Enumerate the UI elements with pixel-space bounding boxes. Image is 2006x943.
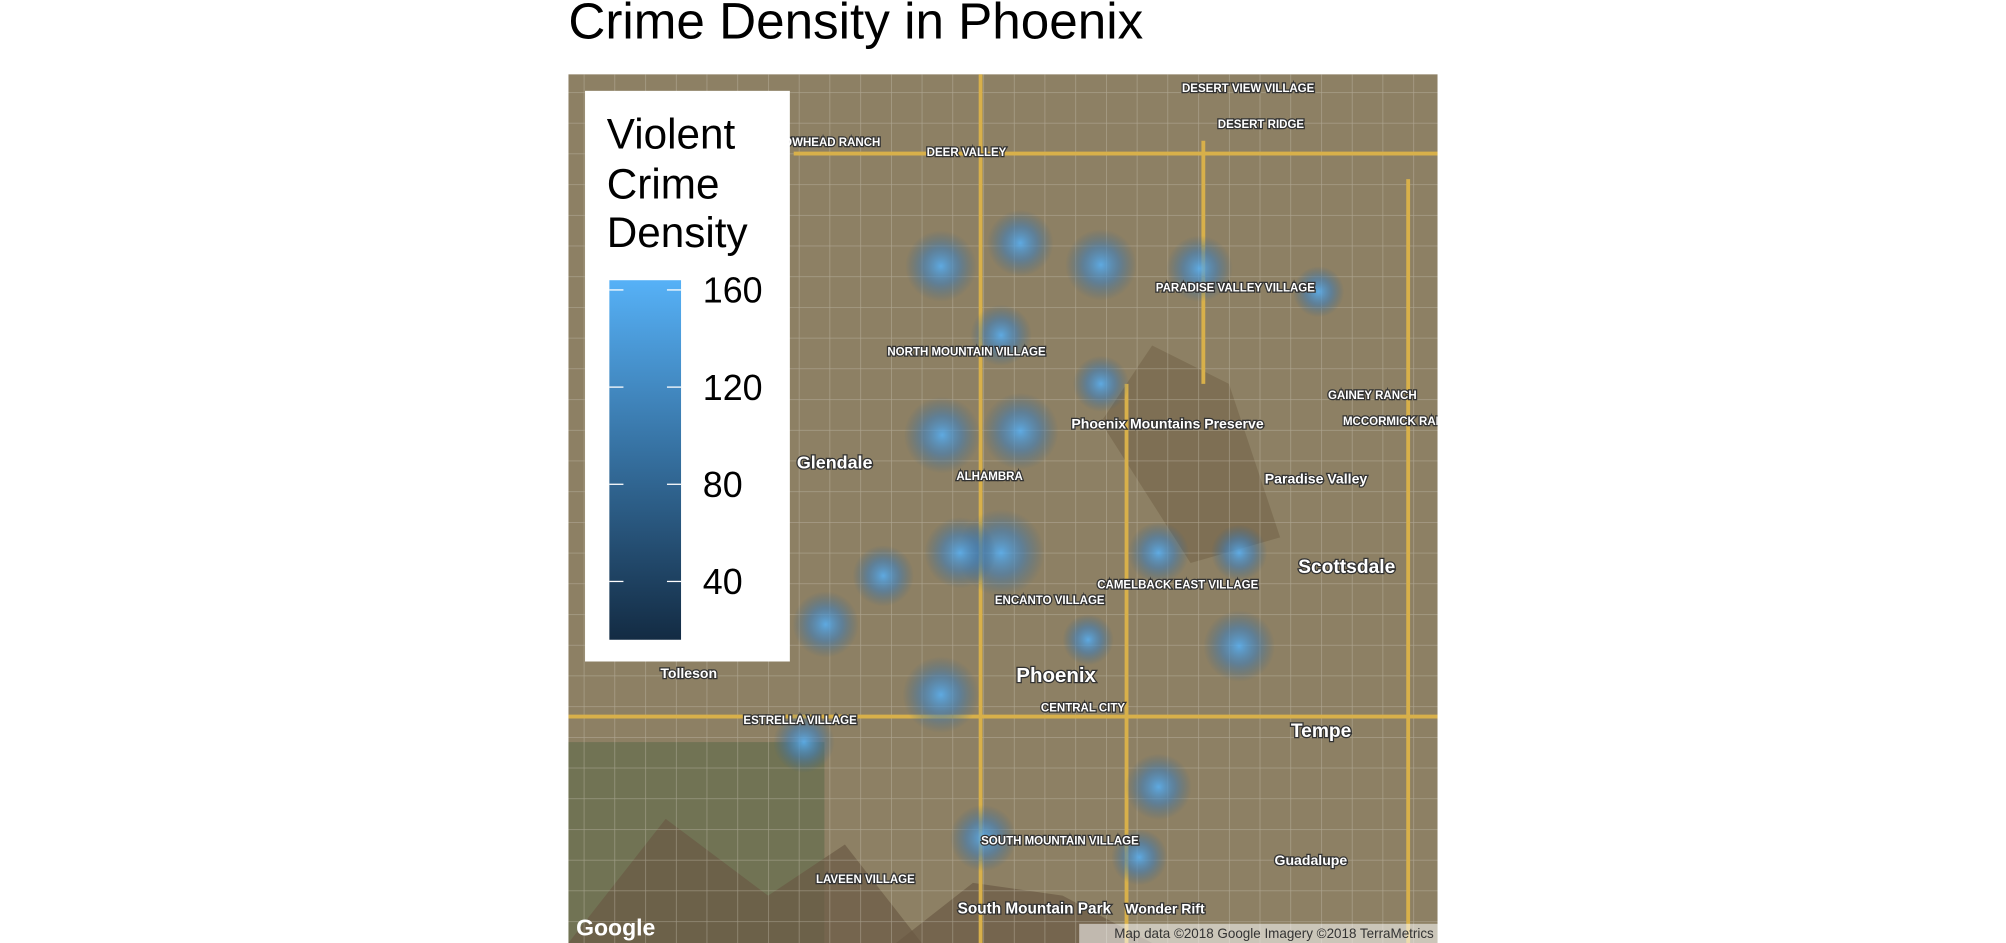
density-blob: [903, 396, 981, 474]
place-label: ALHAMBRA: [956, 471, 1022, 483]
google-logo: Google: [576, 914, 655, 940]
place-label: DESERT VIEW VILLAGE: [1182, 83, 1315, 95]
density-blob: [773, 711, 835, 773]
density-blob: [949, 804, 1017, 872]
place-label: SOUTH MOUNTAIN VILLAGE: [981, 835, 1139, 847]
attribution: Map data ©2018 Google Imagery ©2018 Terr…: [1114, 926, 1434, 941]
density-blob: [981, 392, 1059, 470]
density-blob: [1203, 610, 1276, 682]
place-label: Phoenix: [1016, 664, 1096, 687]
density-blob: [970, 304, 1032, 366]
density-blob: [986, 209, 1054, 277]
density-blob: [1072, 355, 1130, 413]
place-label: Scottsdale: [1298, 557, 1395, 578]
place-label: Guadalupe: [1275, 852, 1348, 868]
density-blob: [924, 516, 996, 589]
colorbar-tick-label: 160: [703, 271, 763, 311]
density-blob: [852, 545, 915, 607]
density-blob: [1211, 524, 1268, 581]
place-label: GAINEY RANCH: [1328, 390, 1417, 402]
place-label: Paradise Valley: [1265, 471, 1368, 487]
colorbar: [609, 280, 682, 640]
place-label: Phoenix Mountains Preserve: [1071, 416, 1263, 432]
density-blob: [792, 591, 859, 658]
place-label: Tempe: [1291, 721, 1352, 742]
place-label: Glendale: [797, 452, 873, 472]
place-label: MCCORMICK RANCH: [1343, 416, 1461, 428]
place-label: CAMELBACK EAST VILLAGE: [1097, 580, 1258, 592]
place-label: NORTH MOUNTAIN VILLAGE: [887, 347, 1046, 359]
attribution-bg: [1079, 923, 1438, 943]
place-label: Tolleson: [660, 665, 717, 681]
density-blob: [1127, 522, 1190, 584]
place-label: ESTRELLA VILLAGE: [743, 715, 857, 727]
density-blob: [902, 656, 980, 734]
place-label: LAVEEN VILLAGE: [816, 874, 915, 886]
place-label: ENCANTO VILLAGE: [995, 595, 1105, 607]
place-label: DEER VALLEY: [927, 147, 1007, 159]
colorbar-tick-label: 40: [703, 562, 743, 602]
density-blob: [1166, 235, 1233, 302]
colorbar-tick-label: 120: [703, 368, 763, 408]
colorbar-tick-label: 80: [703, 465, 743, 505]
density-blob: [1062, 614, 1114, 666]
legend-title-box: Violent Crime Density: [606, 110, 748, 256]
place-label: DESERT RIDGE: [1218, 119, 1305, 131]
legend-title: Violent Crime Density: [606, 110, 748, 256]
place-label: CENTRAL CITY: [1041, 702, 1125, 714]
chart-title: Crime Density in Phoenix: [568, 0, 1143, 49]
place-label: South Mountain Park: [958, 901, 1112, 918]
density-blob: [905, 230, 977, 302]
density-blob: [1125, 753, 1192, 821]
place-label: PARADISE VALLEY VILLAGE: [1156, 283, 1315, 295]
place-label: Wonder Rift: [1125, 901, 1205, 917]
density-blob: [1292, 266, 1345, 318]
density-blob: [1065, 229, 1137, 301]
density-blob: [1111, 829, 1168, 886]
